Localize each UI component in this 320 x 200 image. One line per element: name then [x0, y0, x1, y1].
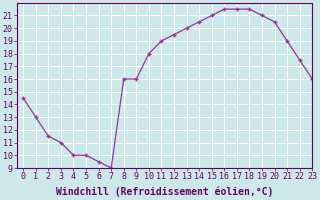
X-axis label: Windchill (Refroidissement éolien,°C): Windchill (Refroidissement éolien,°C)	[56, 187, 273, 197]
